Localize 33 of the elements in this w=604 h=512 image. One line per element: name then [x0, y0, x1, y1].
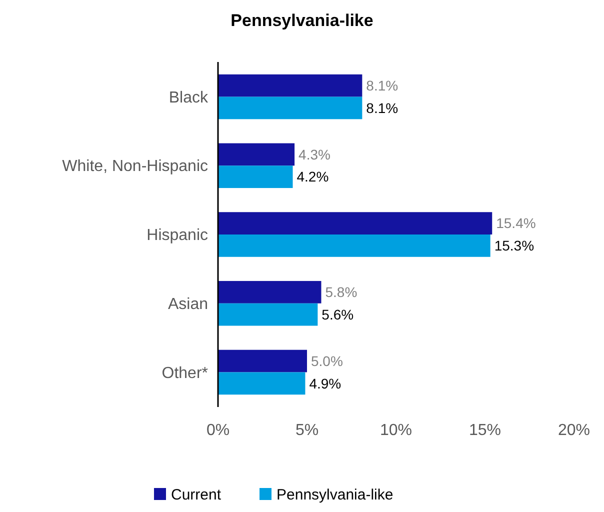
- chart-title: Pennsylvania-like: [230, 11, 374, 30]
- legend-label: Pennsylvania-like: [276, 486, 394, 504]
- bar: [218, 372, 306, 395]
- data-label: 4.3%: [298, 146, 330, 162]
- data-label: 8.1%: [366, 77, 398, 94]
- y-tick-label: Asian: [168, 296, 208, 313]
- bar: [218, 280, 322, 304]
- x-tick-label: 15%: [468, 422, 502, 439]
- data-label: 5.6%: [322, 306, 354, 322]
- bar: [218, 74, 362, 97]
- bar: [218, 96, 362, 120]
- y-tick-label: Other*: [162, 364, 208, 382]
- x-tick-label: 10%: [380, 422, 412, 439]
- data-label: 4.9%: [309, 375, 342, 392]
- data-label: 5.8%: [325, 284, 358, 300]
- bar: [218, 350, 307, 372]
- y-tick-label: Black: [168, 89, 209, 106]
- bar: [218, 303, 318, 326]
- bar: [218, 212, 492, 234]
- legend-label: Current: [171, 486, 222, 504]
- bar: [218, 143, 295, 166]
- y-tick-label: Hispanic: [146, 227, 208, 244]
- data-label: 15.4%: [496, 215, 536, 232]
- x-tick-label: 20%: [558, 422, 590, 439]
- x-tick-label: 0%: [206, 422, 230, 439]
- bar: [218, 234, 490, 257]
- bar: [218, 166, 293, 188]
- data-label: 4.2%: [296, 168, 329, 185]
- data-label: 8.1%: [366, 100, 398, 116]
- x-tick-label: 5%: [295, 422, 319, 439]
- y-tick-label: White, Non-Hispanic: [62, 158, 208, 176]
- data-label: 5.0%: [311, 352, 343, 369]
- data-label: 15.3%: [494, 238, 534, 254]
